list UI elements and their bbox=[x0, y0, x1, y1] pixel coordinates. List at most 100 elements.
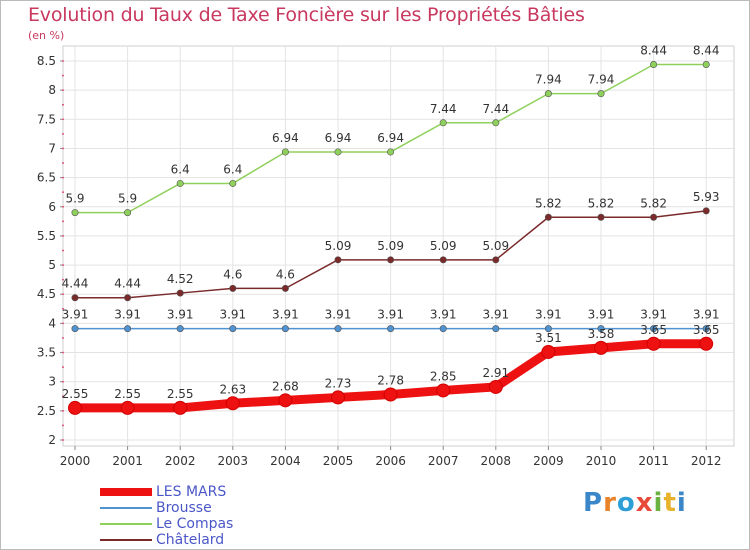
data-point-brousse bbox=[387, 325, 395, 333]
data-label-les-mars: 2.55 bbox=[167, 387, 194, 401]
data-point-brousse bbox=[281, 325, 289, 333]
logo-letter: i bbox=[676, 488, 687, 518]
data-point-ch-telard bbox=[176, 289, 184, 297]
data-point-ch-telard bbox=[387, 256, 395, 264]
data-point-les-mars bbox=[646, 336, 661, 351]
data-label-ch-telard: 5.82 bbox=[588, 196, 615, 210]
y-tick-label: 3.5 bbox=[37, 346, 56, 360]
data-label-le-compas: 6.94 bbox=[377, 131, 404, 145]
y-tick-label: 6.5 bbox=[37, 171, 56, 185]
y-tick-label: 8.5 bbox=[37, 54, 56, 68]
x-tick-label: 2002 bbox=[165, 454, 196, 468]
data-label-le-compas: 6.94 bbox=[272, 131, 299, 145]
data-label-ch-telard: 4.6 bbox=[223, 267, 242, 281]
data-label-le-compas: 5.9 bbox=[118, 192, 137, 206]
x-tick-label: 2009 bbox=[533, 454, 564, 468]
plot-frame bbox=[62, 45, 735, 447]
data-label-ch-telard: 5.09 bbox=[377, 239, 404, 253]
data-label-brousse: 3.91 bbox=[114, 308, 141, 322]
y-tick-label: 3 bbox=[48, 375, 56, 389]
legend-label-les-mars: LES MARS bbox=[156, 484, 227, 500]
x-tick-label: 2010 bbox=[586, 454, 617, 468]
grid bbox=[62, 45, 735, 447]
data-label-les-mars: 3.58 bbox=[588, 327, 615, 341]
x-tick-label: 2003 bbox=[218, 454, 249, 468]
data-point-les-mars bbox=[331, 390, 345, 405]
data-point-ch-telard bbox=[702, 207, 710, 215]
data-label-le-compas: 6.94 bbox=[325, 131, 352, 145]
data-point-ch-telard bbox=[71, 294, 79, 302]
data-point-les-mars bbox=[594, 340, 608, 355]
data-point-brousse bbox=[650, 325, 658, 333]
y-tick-label: 4 bbox=[48, 316, 56, 330]
data-point-ch-telard bbox=[281, 284, 289, 292]
legend-label-le-compas: Le Compas bbox=[156, 516, 234, 532]
y-tick-label: 8 bbox=[48, 83, 56, 97]
series-group bbox=[68, 60, 714, 415]
x-tick-label: 2000 bbox=[60, 454, 91, 468]
data-point-le-compas bbox=[176, 179, 184, 187]
data-label-les-mars: 2.78 bbox=[377, 374, 404, 388]
data-label-les-mars: 3.65 bbox=[693, 323, 720, 337]
proxiti-logo: Proxiti bbox=[583, 488, 687, 518]
data-label-ch-telard: 5.82 bbox=[640, 196, 667, 210]
data-point-le-compas bbox=[387, 148, 395, 156]
data-point-le-compas bbox=[492, 119, 500, 127]
data-label-le-compas: 8.44 bbox=[640, 43, 667, 57]
data-label-les-mars: 2.63 bbox=[219, 382, 246, 396]
data-label-le-compas: 7.44 bbox=[482, 102, 509, 116]
logo-letter: r bbox=[603, 488, 617, 518]
data-point-brousse bbox=[544, 325, 552, 333]
axes: 2 2.5 3 3.5 4 4.5 5 5.5 6 6.5 7 7.5 8 8.5 2000 2001 2002… bbox=[37, 54, 722, 468]
logo-letter: x bbox=[635, 488, 654, 518]
data-point-le-compas bbox=[439, 119, 447, 127]
legend-label-chatelard: Châtelard bbox=[156, 532, 225, 548]
data-label-brousse: 3.91 bbox=[588, 308, 615, 322]
data-label-ch-telard: 4.44 bbox=[62, 277, 89, 291]
data-label-ch-telard: 5.09 bbox=[482, 239, 509, 253]
data-point-brousse bbox=[176, 325, 184, 333]
data-label-les-mars: 3.51 bbox=[535, 331, 562, 345]
data-label-brousse: 3.91 bbox=[693, 308, 720, 322]
data-point-le-compas bbox=[597, 90, 605, 98]
logo-letter: i bbox=[653, 488, 664, 518]
data-point-ch-telard bbox=[650, 213, 658, 221]
data-point-ch-telard bbox=[334, 256, 342, 264]
x-tick-label: 2004 bbox=[270, 454, 301, 468]
data-label-brousse: 3.91 bbox=[325, 308, 352, 322]
data-label-le-compas: 7.94 bbox=[535, 73, 562, 87]
data-point-ch-telard bbox=[544, 213, 552, 221]
y-tick-label: 2 bbox=[48, 433, 56, 447]
logo-letter: o bbox=[616, 488, 636, 518]
data-label-brousse: 3.91 bbox=[535, 308, 562, 322]
data-label-ch-telard: 5.93 bbox=[693, 190, 720, 204]
data-label-les-mars: 2.91 bbox=[482, 366, 509, 380]
data-label-les-mars: 2.73 bbox=[325, 376, 352, 390]
x-tick-label: 2005 bbox=[323, 454, 354, 468]
data-label-le-compas: 8.44 bbox=[693, 43, 720, 57]
data-point-les-mars bbox=[173, 400, 188, 415]
y-tick-label: 5 bbox=[48, 258, 56, 272]
legend-swatch-le-compas bbox=[100, 523, 152, 525]
data-point-les-mars bbox=[225, 396, 240, 411]
data-point-brousse bbox=[229, 325, 237, 333]
data-label-brousse: 3.91 bbox=[430, 308, 457, 322]
data-label-brousse: 3.91 bbox=[219, 308, 246, 322]
data-point-le-compas bbox=[124, 209, 132, 217]
data-label-les-mars: 2.68 bbox=[272, 379, 299, 393]
data-point-ch-telard bbox=[597, 213, 605, 221]
y-tick-label: 2.5 bbox=[37, 404, 56, 418]
data-label-le-compas: 6.4 bbox=[223, 162, 242, 176]
legend-label-brousse: Brousse bbox=[156, 500, 212, 516]
data-label-brousse: 3.91 bbox=[167, 308, 194, 322]
data-label-le-compas: 7.94 bbox=[588, 73, 615, 87]
data-label-le-compas: 6.4 bbox=[171, 162, 190, 176]
data-point-le-compas bbox=[702, 60, 710, 68]
data-label-ch-telard: 4.44 bbox=[114, 277, 141, 291]
data-point-brousse bbox=[124, 325, 132, 333]
data-point-le-compas bbox=[334, 148, 342, 156]
data-point-les-mars bbox=[278, 393, 293, 408]
x-tick-label: 2001 bbox=[112, 454, 143, 468]
data-point-le-compas bbox=[71, 209, 79, 217]
x-tick-label: 2011 bbox=[638, 454, 669, 468]
